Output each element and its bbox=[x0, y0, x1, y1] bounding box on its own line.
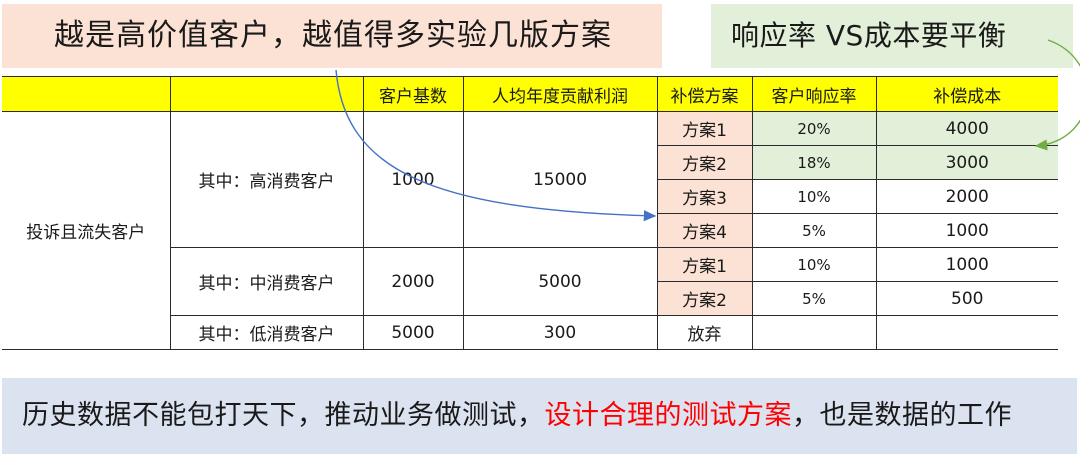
plan-cell: 方案4 bbox=[656, 213, 753, 248]
bottom-note-highlight: 设计合理的测试方案 bbox=[544, 400, 792, 431]
header-annual-profit: 人均年度贡献利润 bbox=[462, 76, 658, 112]
callout-high-value: 越是高价值客户，越值得多实验几版方案 bbox=[2, 4, 662, 68]
table-row: 方案2 5% 500 bbox=[2, 281, 1058, 316]
table-row: 方案3 10% 2000 bbox=[2, 179, 1058, 214]
cost-cell bbox=[875, 315, 1058, 350]
rate-cell: 5% bbox=[751, 213, 877, 248]
table-row: 投诉且流失客户 其中：高消费客户 1000 15000 方案1 20% 4000 bbox=[2, 111, 1058, 350]
header-compensation-cost: 补偿成本 bbox=[875, 76, 1058, 112]
header-compensation-plan: 补偿方案 bbox=[656, 76, 753, 112]
header-empty-2 bbox=[169, 76, 364, 112]
segment-profit: 15000 bbox=[462, 111, 658, 248]
table-row: 方案4 5% 1000 bbox=[2, 213, 1058, 248]
segment-name: 其中：中消费客户 bbox=[169, 247, 364, 316]
header-response-rate: 客户响应率 bbox=[751, 76, 877, 112]
table-header-row: 客户基数 人均年度贡献利润 补偿方案 客户响应率 补偿成本 bbox=[2, 76, 1058, 112]
segment-name: 其中：高消费客户 bbox=[169, 111, 364, 248]
rate-cell: 10% bbox=[751, 179, 877, 214]
segment-profit: 300 bbox=[462, 315, 658, 350]
cost-cell: 500 bbox=[875, 281, 1058, 316]
bottom-note-start: 历史数据不能包打天下，推动业务做测试， bbox=[22, 400, 545, 431]
rate-cell: 20% bbox=[751, 111, 877, 146]
compensation-table: 客户基数 人均年度贡献利润 补偿方案 客户响应率 补偿成本 投诉且流失客户 其中… bbox=[2, 76, 1058, 350]
cost-cell: 3000 bbox=[875, 145, 1058, 180]
bottom-note-end: ，也是数据的工作 bbox=[792, 400, 1012, 431]
plan-cell: 方案3 bbox=[656, 179, 753, 214]
segment-profit: 5000 bbox=[462, 247, 658, 316]
cost-cell: 1000 bbox=[875, 247, 1058, 282]
cost-cell: 2000 bbox=[875, 179, 1058, 214]
plan-cell: 方案2 bbox=[656, 145, 753, 180]
segment-base: 5000 bbox=[362, 315, 464, 350]
plan-cell: 方案1 bbox=[656, 247, 753, 282]
segment-base: 2000 bbox=[362, 247, 464, 316]
plan-cell: 方案2 bbox=[656, 281, 753, 316]
plan-cell: 方案1 bbox=[656, 111, 753, 146]
cost-cell: 4000 bbox=[875, 111, 1058, 146]
header-customer-base: 客户基数 bbox=[362, 76, 464, 112]
cost-cell: 1000 bbox=[875, 213, 1058, 248]
table-row: 其中：中消费客户 2000 5000 方案1 10% 1000 bbox=[2, 247, 1058, 316]
rate-cell: 5% bbox=[751, 281, 877, 316]
bottom-note: 历史数据不能包打天下，推动业务做测试，设计合理的测试方案，也是数据的工作 bbox=[2, 378, 1077, 454]
rate-cell: 18% bbox=[751, 145, 877, 180]
plan-cell: 放弃 bbox=[656, 315, 753, 350]
rate-cell bbox=[751, 315, 877, 350]
callout-balance: 响应率 VS成本要平衡 bbox=[711, 4, 1073, 68]
segment-base: 1000 bbox=[362, 111, 464, 248]
segment-name: 其中：低消费客户 bbox=[169, 315, 364, 350]
header-empty-1 bbox=[2, 76, 171, 112]
table-row: 方案2 18% 3000 bbox=[2, 145, 1058, 180]
table-row: 其中：低消费客户 5000 300 放弃 bbox=[2, 315, 1058, 350]
group-label: 投诉且流失客户 bbox=[2, 111, 171, 350]
rate-cell: 10% bbox=[751, 247, 877, 282]
